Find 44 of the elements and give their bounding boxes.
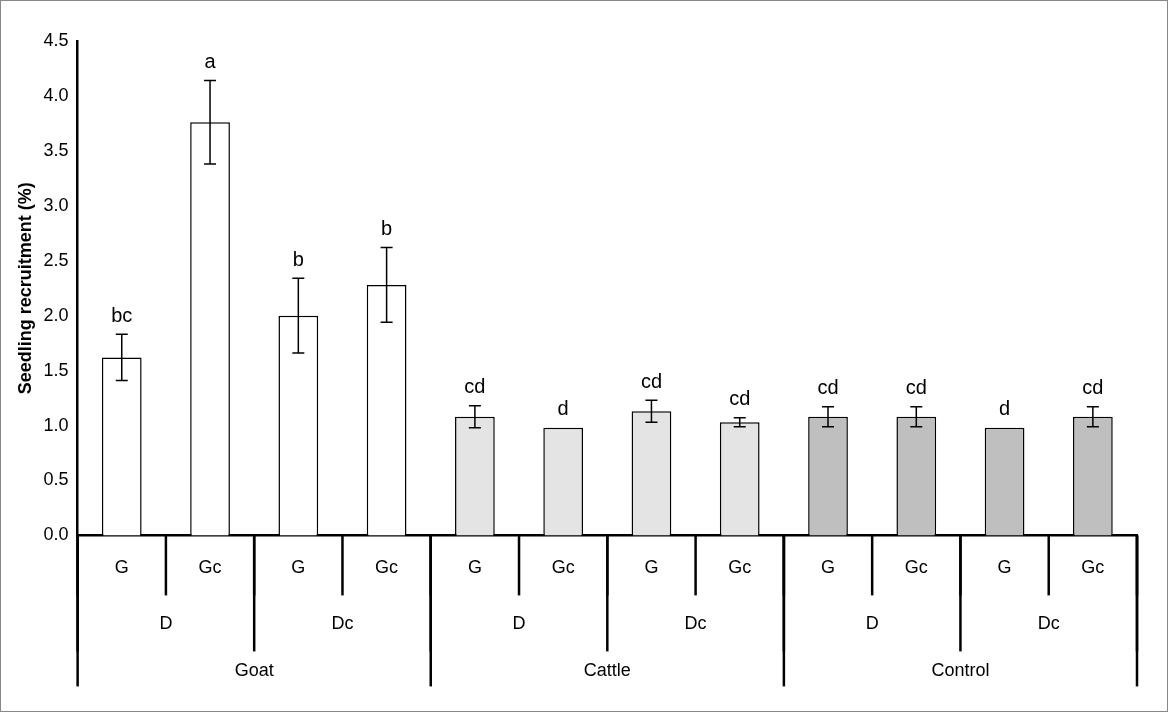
x-tick-label: G bbox=[644, 557, 659, 578]
y-tick-label: 3.5 bbox=[43, 139, 69, 160]
y-tick-label: 1.0 bbox=[43, 414, 69, 435]
annotation: a bbox=[204, 50, 217, 73]
text: Goat bbox=[234, 660, 274, 681]
annotation: d bbox=[557, 397, 569, 420]
y-tick-label: 0.0 bbox=[43, 524, 69, 545]
text: Dc bbox=[1037, 613, 1060, 634]
y-axis-title: Seedling recruitment (%) bbox=[14, 182, 35, 395]
annotation: cd bbox=[905, 376, 927, 399]
annotation: bc bbox=[111, 303, 133, 326]
annotation: b bbox=[381, 217, 393, 240]
text: D bbox=[512, 613, 526, 634]
x-tick-label: G bbox=[821, 557, 836, 578]
x-tick-label: Gc bbox=[904, 557, 928, 578]
annotation: d bbox=[999, 397, 1011, 420]
text: D bbox=[865, 613, 879, 634]
text: D bbox=[159, 613, 173, 634]
annotation: cd bbox=[640, 369, 663, 392]
y-tick-label: 3.0 bbox=[43, 194, 69, 215]
text: Dc bbox=[684, 613, 707, 634]
x-tick-label: Gc bbox=[728, 557, 752, 578]
x-tick-label: G bbox=[997, 557, 1012, 578]
x-tick-label: Gc bbox=[198, 557, 222, 578]
x-tick-label: Gc bbox=[551, 557, 575, 578]
y-tick-label: 4.5 bbox=[43, 29, 69, 50]
y-tick-label: 0.5 bbox=[43, 469, 69, 490]
annotation: cd bbox=[817, 376, 839, 399]
annotation: cd bbox=[464, 375, 486, 398]
y-tick-label: 2.0 bbox=[43, 304, 69, 325]
x-tick-label: G bbox=[467, 557, 482, 578]
annotation: b bbox=[292, 247, 304, 270]
y-tick-label: 4.0 bbox=[43, 84, 69, 105]
y-tick-label: 1.5 bbox=[43, 359, 69, 380]
text: Control bbox=[931, 660, 990, 681]
y-tick-label: 2.5 bbox=[43, 249, 69, 270]
x-tick-label: Gc bbox=[1081, 557, 1105, 578]
x-tick-label: G bbox=[114, 557, 129, 578]
annotation: cd bbox=[729, 387, 751, 410]
annotation: cd bbox=[1082, 376, 1104, 399]
text: Dc bbox=[331, 613, 354, 634]
text: Cattle bbox=[583, 660, 631, 681]
x-tick-label: G bbox=[291, 557, 306, 578]
x-tick-label: Gc bbox=[375, 557, 399, 578]
